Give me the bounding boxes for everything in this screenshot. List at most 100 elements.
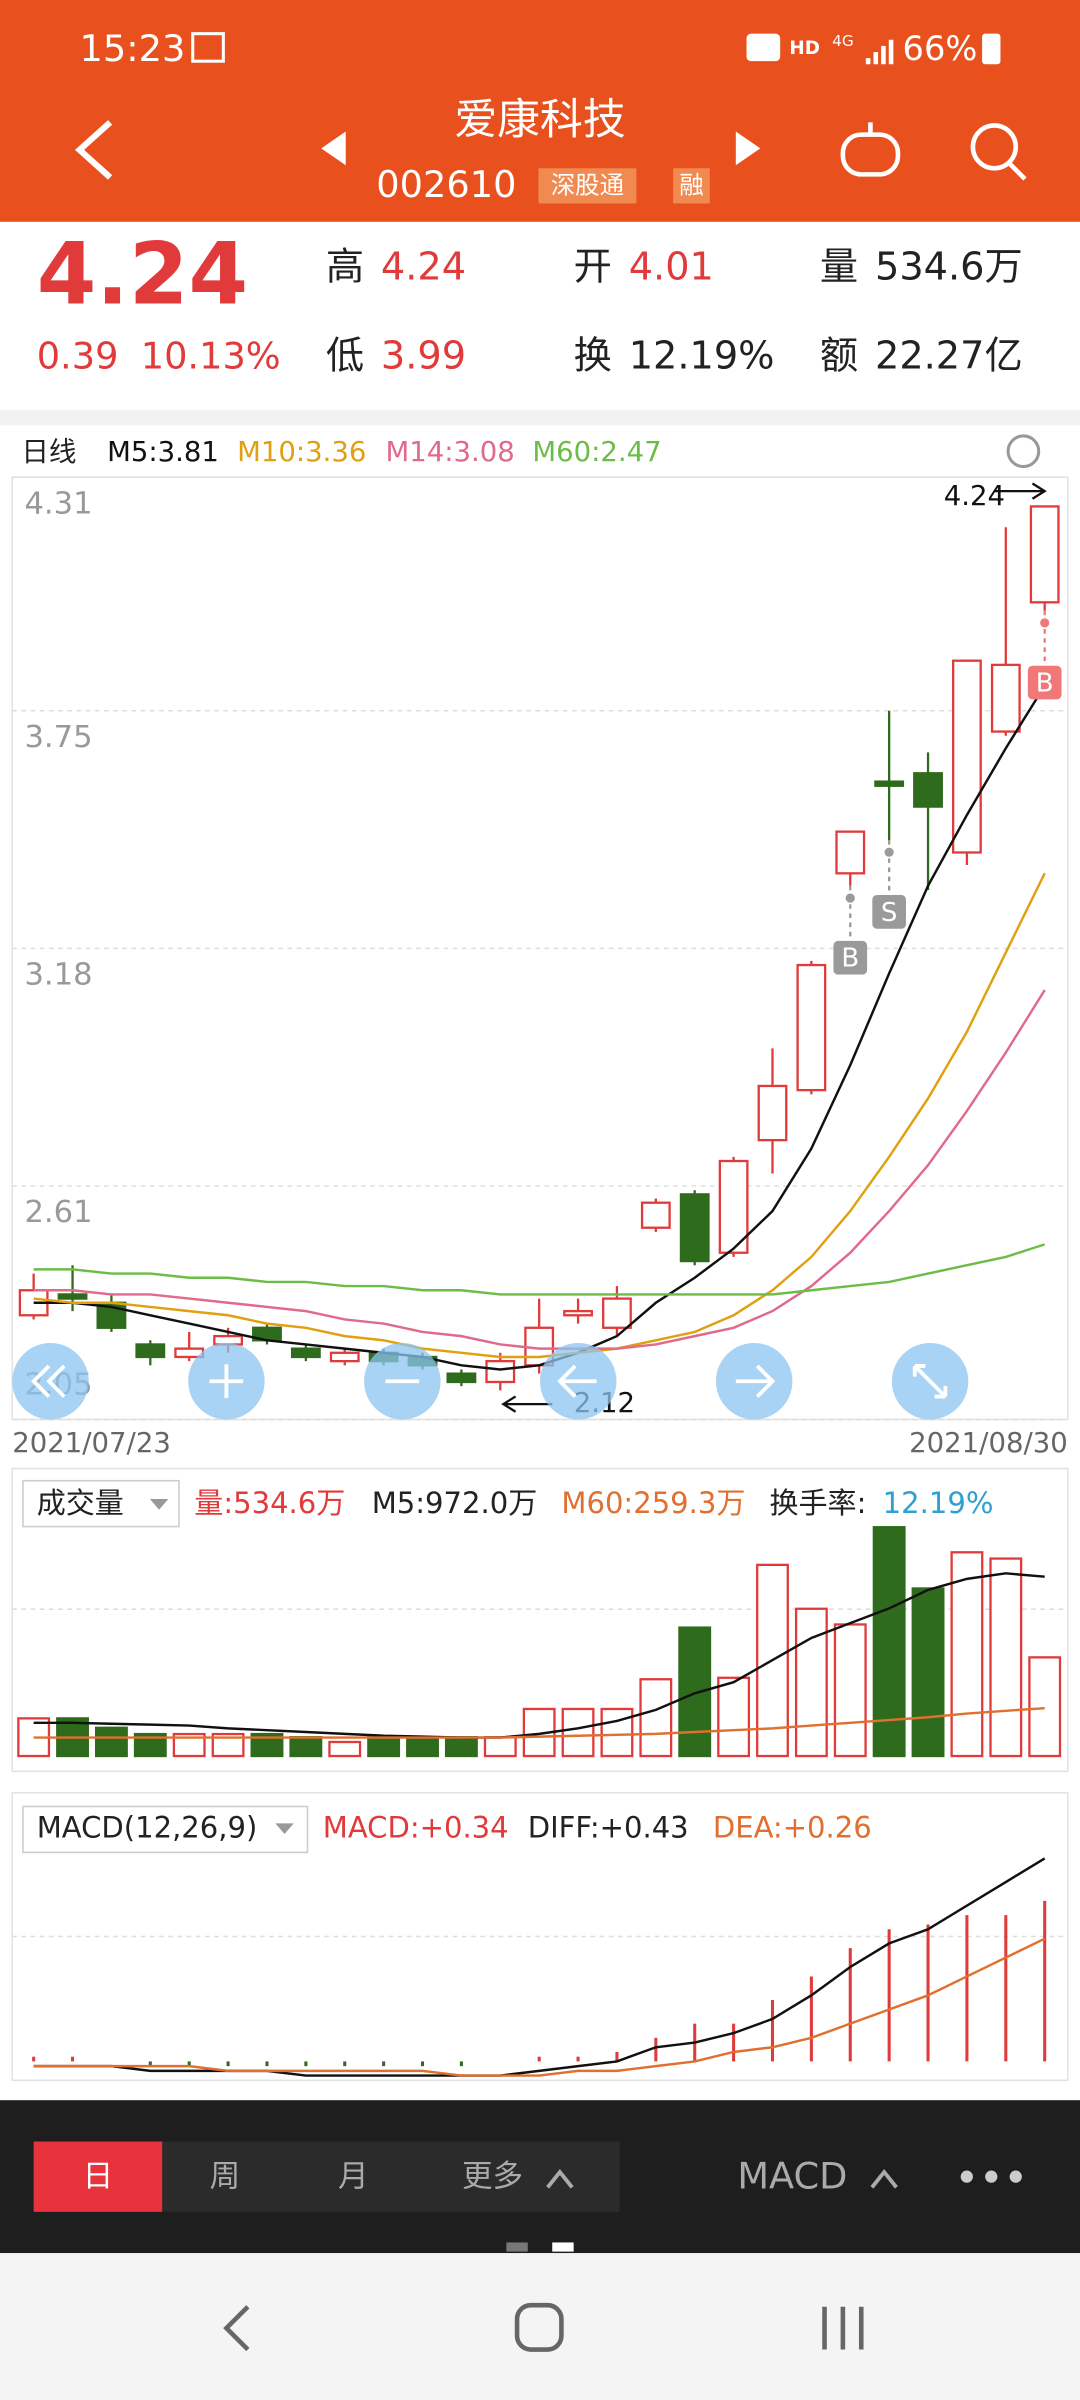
- tab-active-bg: [33, 2141, 163, 2212]
- annotation: 4.24: [944, 480, 1005, 512]
- volume-bar: [367, 1736, 401, 1758]
- battery-icon: [982, 33, 1001, 65]
- macd-legend: DIFF:+0.43: [528, 1810, 689, 1844]
- turnover-label: 换手率:: [769, 1486, 866, 1520]
- candle-body: [835, 830, 866, 875]
- volume-bar: [794, 1607, 828, 1758]
- candle-body: [329, 1351, 360, 1363]
- volume-bar: [561, 1707, 595, 1758]
- caret: [546, 2169, 574, 2189]
- stat-value: 3.99: [381, 334, 466, 378]
- prev-stock[interactable]: [321, 131, 346, 166]
- hd-label: HD: [789, 38, 820, 59]
- candle-body: [290, 1347, 321, 1359]
- volume-bar: [639, 1678, 673, 1758]
- page-dot: [552, 2242, 574, 2252]
- search-button[interactable]: [970, 123, 1027, 181]
- volume-ma-line: [33, 1572, 1045, 1739]
- stat-label: 换: [574, 334, 612, 378]
- volume-bar: [289, 1736, 323, 1758]
- nav-recent[interactable]: [822, 2306, 864, 2350]
- volume-bar: [678, 1626, 712, 1758]
- candle-body: [718, 1159, 749, 1254]
- candle-body: [913, 772, 943, 808]
- clock: 15:23: [80, 27, 186, 70]
- signal-label: B: [841, 944, 859, 974]
- volume-bar: [756, 1563, 789, 1758]
- start-date: 2021/07/23: [12, 1427, 171, 1459]
- settings-button[interactable]: [1006, 434, 1041, 469]
- indicator-button[interactable]: MACD: [737, 2155, 847, 2198]
- signal-label: S: [881, 898, 898, 928]
- ma-line: [33, 1243, 1046, 1296]
- volume-bar: [1028, 1656, 1062, 1758]
- ma-legend: M10:3.36: [237, 436, 366, 468]
- ma-line: [33, 989, 1046, 1350]
- volume-bar: [406, 1736, 439, 1758]
- volume-bar: [989, 1557, 1023, 1758]
- stat-label: 量: [820, 246, 858, 290]
- tag-bg: [673, 168, 710, 204]
- nav-bar: [0, 2253, 1080, 2400]
- stat-label: 低: [326, 334, 364, 378]
- battery-label: 66%: [903, 29, 978, 68]
- volume-bar: [600, 1707, 634, 1758]
- candle-body: [796, 963, 827, 1092]
- nav-home[interactable]: [514, 2302, 564, 2352]
- next-stock[interactable]: [735, 131, 761, 166]
- stat-value: 4.24: [381, 246, 466, 290]
- macd-label: MACD(12,26,9): [37, 1810, 258, 1844]
- volume-bar: [522, 1707, 556, 1758]
- tab[interactable]: 月: [338, 2160, 369, 2195]
- signal-dot: [845, 893, 855, 903]
- tab[interactable]: 更多: [462, 2160, 523, 2195]
- candle-body: [485, 1359, 516, 1384]
- signal-box: [872, 895, 906, 929]
- y-tick-label: 2.61: [24, 1195, 92, 1230]
- volume-ma-line: [33, 1706, 1045, 1739]
- robot-button[interactable]: [840, 122, 901, 177]
- caret: [870, 2169, 898, 2189]
- back-button[interactable]: [74, 120, 113, 180]
- macd-dropdown[interactable]: [22, 1805, 309, 1854]
- status-icon: [746, 33, 781, 62]
- stat-label: 高: [326, 246, 364, 290]
- ma-legend: M14:3.08: [385, 436, 514, 468]
- candle-body: [874, 780, 905, 787]
- volume-bar: [717, 1676, 751, 1758]
- macd-legend: DEA:+0.26: [713, 1810, 872, 1844]
- annotation-arrow: [994, 482, 1047, 500]
- signal-dot: [884, 847, 894, 857]
- signal-dot: [1040, 618, 1050, 628]
- end-date: 2021/08/30: [909, 1427, 1068, 1459]
- volume-ma-legend: M5:972.0万: [372, 1486, 538, 1520]
- volume-bar: [328, 1740, 362, 1758]
- tab[interactable]: 日: [83, 2160, 114, 2195]
- status-icon: [191, 32, 225, 63]
- macd-line: [33, 1937, 1046, 2077]
- tag-bg: [538, 168, 637, 204]
- y-tick-label: 3.75: [24, 720, 92, 755]
- volume-dropdown[interactable]: [22, 1479, 180, 1528]
- volume-ma-legend: M60:259.3万: [561, 1486, 745, 1520]
- tag: 深股通: [551, 171, 624, 200]
- dropdown-caret: [275, 1823, 294, 1835]
- y-tick-label: 4.31: [24, 486, 92, 521]
- more-button[interactable]: [960, 2170, 1022, 2183]
- volume-bar: [833, 1623, 867, 1758]
- stat-value: 4.01: [629, 246, 714, 290]
- change: 0.39: [37, 334, 119, 377]
- price: 4.24: [37, 224, 248, 324]
- volume-bar: [94, 1726, 128, 1758]
- stat-value: 534.6万: [875, 246, 1023, 290]
- macd-line: [33, 1857, 1046, 2077]
- volume-bar: [483, 1736, 517, 1758]
- nav-back[interactable]: [223, 2305, 250, 2352]
- volume-label: 成交量: [37, 1486, 124, 1520]
- tab[interactable]: 周: [210, 2160, 241, 2195]
- candle-body: [990, 663, 1021, 733]
- signal-label: B: [1036, 669, 1054, 699]
- signal-icon: [865, 39, 894, 65]
